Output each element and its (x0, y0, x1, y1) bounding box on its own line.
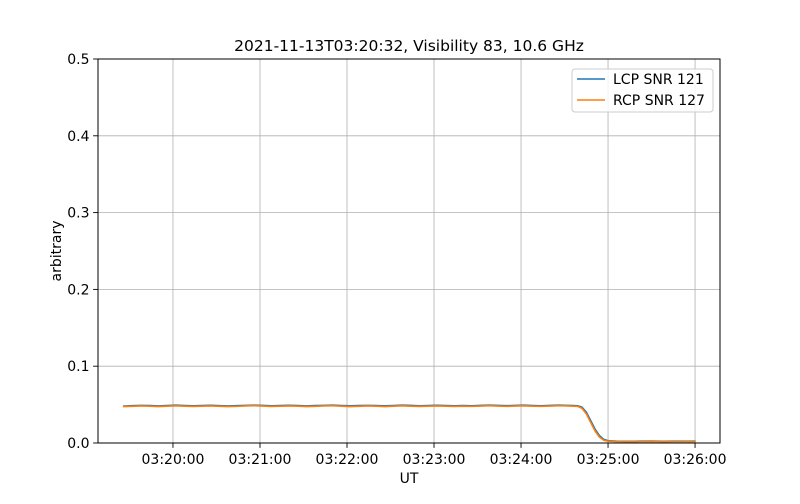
legend-lcp-label: LCP SNR 121 (613, 72, 704, 88)
x-tick-label: 03:26:00 (664, 452, 727, 468)
y-tick-label: 0.0 (67, 436, 89, 452)
legend-box (571, 68, 714, 113)
x-axis-label: UT (400, 471, 419, 487)
y-tick-label: 0.1 (67, 359, 89, 375)
data-series (122, 404, 696, 443)
tick-labels: 03:20:00 03:21:00 03:22:00 03:23:00 03:24:00… (67, 52, 726, 468)
x-tick-label: 03:23:00 (403, 452, 466, 468)
x-tick-label: 03:21:00 (229, 452, 292, 468)
x-tick-label: 03:22:00 (316, 452, 379, 468)
x-tick-label: 03:25:00 (577, 452, 640, 468)
y-tick-label: 0.4 (67, 129, 89, 145)
y-tick-label: 0.3 (67, 206, 89, 222)
rcp-series-line (122, 404, 696, 443)
legend: LCP SNR 121 RCP SNR 127 (571, 68, 714, 113)
y-tick-label: 0.5 (67, 52, 89, 68)
y-axis-label: arbitrary (49, 221, 65, 282)
x-gridlines (172, 59, 696, 443)
x-tick-label: 03:24:00 (490, 452, 553, 468)
y-tick-label: 0.2 (67, 282, 89, 298)
legend-rcp-label: RCP SNR 127 (613, 93, 705, 109)
x-tick-label: 03:20:00 (142, 452, 205, 468)
lcp-series-line (122, 404, 696, 443)
y-gridlines (98, 58, 720, 444)
plot-area-border (97, 58, 721, 444)
tick-marks (93, 58, 696, 448)
chart-title: 2021-11-13T03:20:32, Visibility 83, 10.6… (234, 37, 584, 55)
